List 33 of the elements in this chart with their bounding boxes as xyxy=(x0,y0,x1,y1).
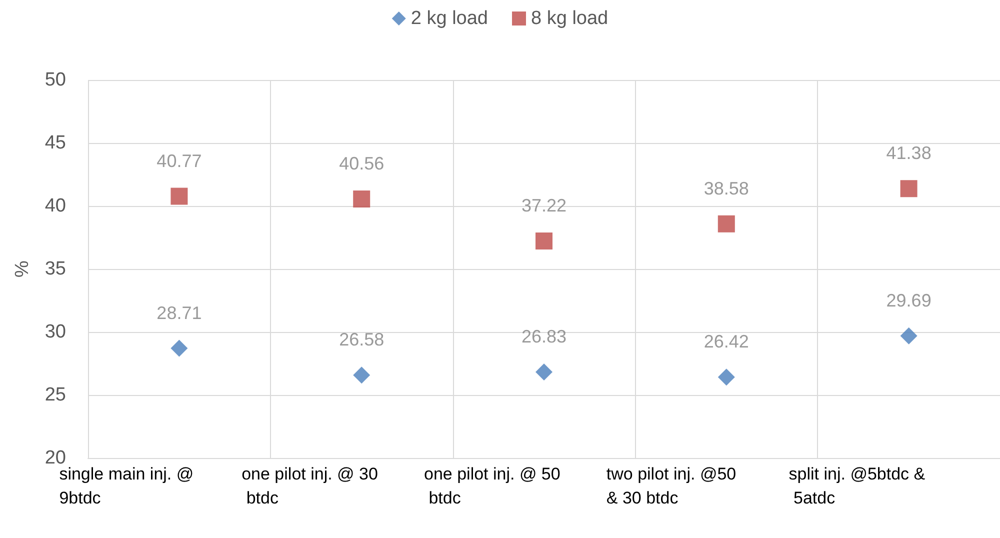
point xyxy=(353,366,370,384)
point xyxy=(170,340,188,357)
y-axis-title: % xyxy=(12,260,33,278)
x-tick-label: split inj. @5btdc & 5atdc xyxy=(788,464,926,508)
x-tick-label: one pilot inj. @ 50 btdc xyxy=(424,464,560,508)
data-label: 28.71 xyxy=(156,302,202,323)
y-tick-label: 30 xyxy=(44,322,66,342)
data-label: 29.69 xyxy=(886,290,932,310)
data-label: 41.38 xyxy=(886,143,932,164)
point xyxy=(718,368,735,386)
data-label: 26.83 xyxy=(521,326,567,346)
point xyxy=(900,180,918,198)
legend-label: 2 kg load xyxy=(410,8,488,29)
y-tick-label: 50 xyxy=(44,70,66,90)
point xyxy=(718,215,735,232)
data-label: 38.58 xyxy=(704,178,749,198)
data-label: 26.42 xyxy=(704,332,749,352)
point xyxy=(353,190,370,208)
data-label: 37.22 xyxy=(521,196,567,216)
point xyxy=(536,363,552,380)
x-tick-label: one pilot inj. @ 30 btdc xyxy=(242,464,378,508)
y-tick-label: 40 xyxy=(44,196,66,216)
data-label: 26.58 xyxy=(339,330,384,350)
point xyxy=(170,188,188,205)
legend-label: 8 kg load xyxy=(531,8,608,29)
point xyxy=(900,327,918,344)
y-tick-label: 35 xyxy=(44,258,66,280)
x-tick-label: two pilot inj. @50 & 30 btdc xyxy=(606,464,741,508)
y-tick-label: 25 xyxy=(44,384,66,406)
y-tick-label: 45 xyxy=(44,132,66,154)
data-label: 40.77 xyxy=(156,150,202,171)
data-label: 40.56 xyxy=(339,153,384,174)
point xyxy=(536,232,552,250)
